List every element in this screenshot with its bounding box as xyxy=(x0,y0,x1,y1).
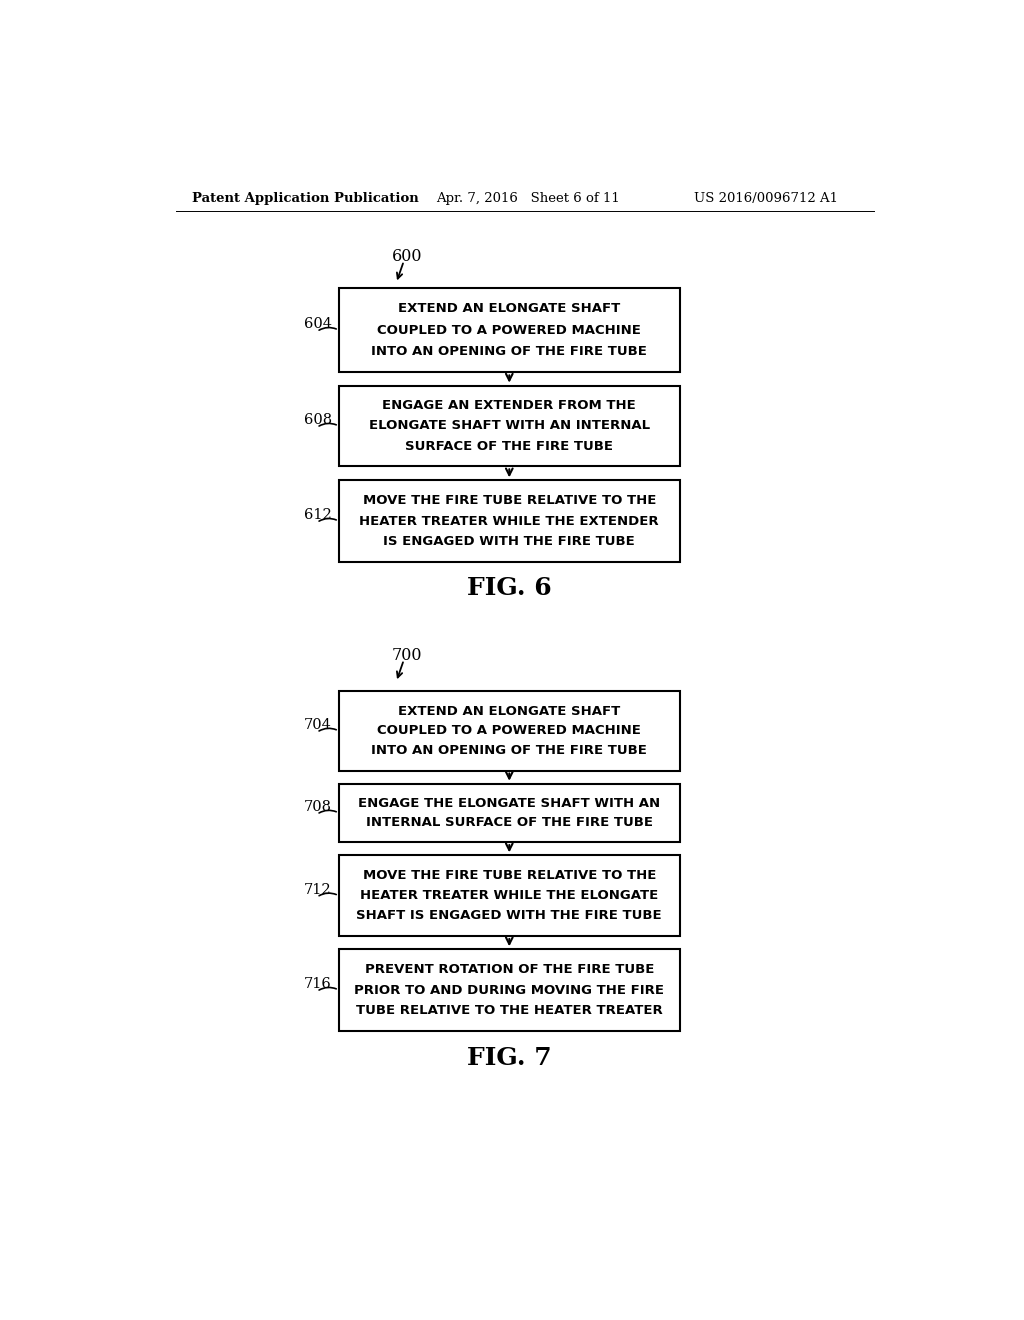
Bar xyxy=(339,692,680,771)
Bar xyxy=(339,784,680,842)
Text: ENGAGE THE ELONGATE SHAFT WITH AN: ENGAGE THE ELONGATE SHAFT WITH AN xyxy=(358,797,660,809)
Text: US 2016/0096712 A1: US 2016/0096712 A1 xyxy=(693,191,838,205)
Bar xyxy=(339,480,680,562)
Text: IS ENGAGED WITH THE FIRE TUBE: IS ENGAGED WITH THE FIRE TUBE xyxy=(383,535,635,548)
Text: MOVE THE FIRE TUBE RELATIVE TO THE: MOVE THE FIRE TUBE RELATIVE TO THE xyxy=(362,494,656,507)
Text: EXTEND AN ELONGATE SHAFT: EXTEND AN ELONGATE SHAFT xyxy=(398,302,621,315)
Text: 600: 600 xyxy=(391,248,422,265)
Text: FIG. 7: FIG. 7 xyxy=(467,1045,552,1069)
Text: PRIOR TO AND DURING MOVING THE FIRE: PRIOR TO AND DURING MOVING THE FIRE xyxy=(354,983,665,997)
Text: 612: 612 xyxy=(304,508,332,521)
Text: 608: 608 xyxy=(304,413,332,426)
Text: TUBE RELATIVE TO THE HEATER TREATER: TUBE RELATIVE TO THE HEATER TREATER xyxy=(356,1005,663,1016)
Text: PREVENT ROTATION OF THE FIRE TUBE: PREVENT ROTATION OF THE FIRE TUBE xyxy=(365,964,654,975)
Text: SURFACE OF THE FIRE TUBE: SURFACE OF THE FIRE TUBE xyxy=(406,440,613,453)
Text: HEATER TREATER WHILE THE ELONGATE: HEATER TREATER WHILE THE ELONGATE xyxy=(360,890,658,902)
Bar xyxy=(339,288,680,372)
Text: ELONGATE SHAFT WITH AN INTERNAL: ELONGATE SHAFT WITH AN INTERNAL xyxy=(369,420,650,433)
Bar xyxy=(339,385,680,466)
Text: COUPLED TO A POWERED MACHINE: COUPLED TO A POWERED MACHINE xyxy=(378,725,641,738)
Text: Patent Application Publication: Patent Application Publication xyxy=(191,191,418,205)
Bar xyxy=(339,949,680,1031)
Text: 716: 716 xyxy=(304,977,332,991)
Text: 712: 712 xyxy=(304,883,332,896)
Bar xyxy=(339,855,680,936)
Text: COUPLED TO A POWERED MACHINE: COUPLED TO A POWERED MACHINE xyxy=(378,323,641,337)
Text: Apr. 7, 2016   Sheet 6 of 11: Apr. 7, 2016 Sheet 6 of 11 xyxy=(436,191,621,205)
Text: MOVE THE FIRE TUBE RELATIVE TO THE: MOVE THE FIRE TUBE RELATIVE TO THE xyxy=(362,869,656,882)
Text: INTERNAL SURFACE OF THE FIRE TUBE: INTERNAL SURFACE OF THE FIRE TUBE xyxy=(366,816,653,829)
Text: 700: 700 xyxy=(391,647,422,664)
Text: EXTEND AN ELONGATE SHAFT: EXTEND AN ELONGATE SHAFT xyxy=(398,705,621,718)
Text: 708: 708 xyxy=(304,800,332,813)
Text: SHAFT IS ENGAGED WITH THE FIRE TUBE: SHAFT IS ENGAGED WITH THE FIRE TUBE xyxy=(356,909,663,923)
Text: FIG. 6: FIG. 6 xyxy=(467,576,552,601)
Text: HEATER TREATER WHILE THE EXTENDER: HEATER TREATER WHILE THE EXTENDER xyxy=(359,515,659,528)
Text: 704: 704 xyxy=(304,718,332,731)
Text: ENGAGE AN EXTENDER FROM THE: ENGAGE AN EXTENDER FROM THE xyxy=(382,399,636,412)
Text: INTO AN OPENING OF THE FIRE TUBE: INTO AN OPENING OF THE FIRE TUBE xyxy=(372,345,647,358)
Text: 604: 604 xyxy=(304,317,332,331)
Text: INTO AN OPENING OF THE FIRE TUBE: INTO AN OPENING OF THE FIRE TUBE xyxy=(372,744,647,758)
